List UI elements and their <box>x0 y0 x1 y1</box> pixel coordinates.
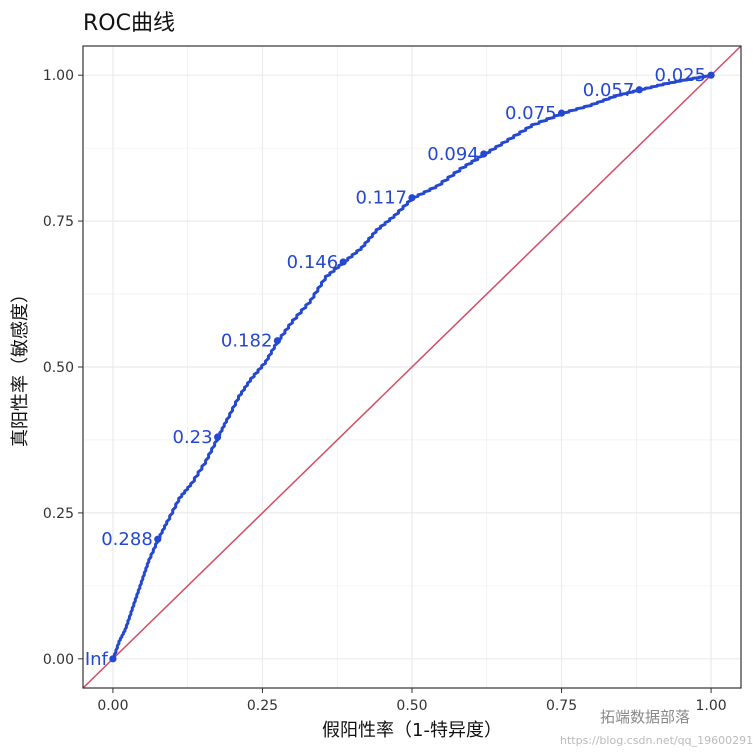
threshold-point <box>707 71 715 79</box>
y-axis-title: 真阳性率（敏感度） <box>10 285 31 447</box>
threshold-point <box>273 337 282 345</box>
y-tick-label: 0.25 <box>43 506 74 522</box>
threshold-label: 0.057 <box>583 80 635 101</box>
x-tick-label: 1.00 <box>696 698 727 714</box>
threshold-label: 0.146 <box>287 252 339 273</box>
plot-panel: Inf 0.288 0.23 0.182 0.146 0.117 0.094 0.075 0.0… <box>82 45 742 689</box>
threshold-label: 0.094 <box>427 144 479 165</box>
threshold-label: 0.182 <box>221 331 273 352</box>
threshold-label: 0.23 <box>173 427 213 448</box>
threshold-label: 0.117 <box>355 188 407 209</box>
chart-title: ROC曲线 <box>83 11 175 36</box>
x-axis-title: 假阳性率（1-特异度） <box>322 720 502 741</box>
y-tick-label: 0.00 <box>43 652 74 668</box>
x-tick-label: 0.50 <box>396 698 427 714</box>
diagonal-reference-line <box>83 46 741 688</box>
x-tick-label: 0.00 <box>97 698 128 714</box>
watermark-url: https://blog.csdn.net/qq_19600291 <box>560 734 753 747</box>
y-tick-label: 0.75 <box>43 214 74 230</box>
threshold-point <box>557 109 566 117</box>
y-tick-label: 1.00 <box>43 68 74 84</box>
x-tick-label: 0.75 <box>546 698 577 714</box>
threshold-point <box>635 86 643 94</box>
threshold-point <box>480 150 488 158</box>
watermark-text: 拓端数据部落 <box>600 708 690 726</box>
threshold-label: Inf <box>85 649 109 670</box>
threshold-label: 0.025 <box>655 65 707 86</box>
y-tick-label: 0.50 <box>43 360 74 376</box>
x-tick-label: 0.25 <box>247 698 278 714</box>
threshold-point <box>339 258 347 266</box>
threshold-label: 0.075 <box>505 103 557 124</box>
threshold-label: 0.288 <box>101 529 153 550</box>
threshold-point <box>408 194 416 202</box>
threshold-point <box>154 535 162 543</box>
threshold-point <box>109 655 117 663</box>
threshold-point <box>213 433 222 441</box>
